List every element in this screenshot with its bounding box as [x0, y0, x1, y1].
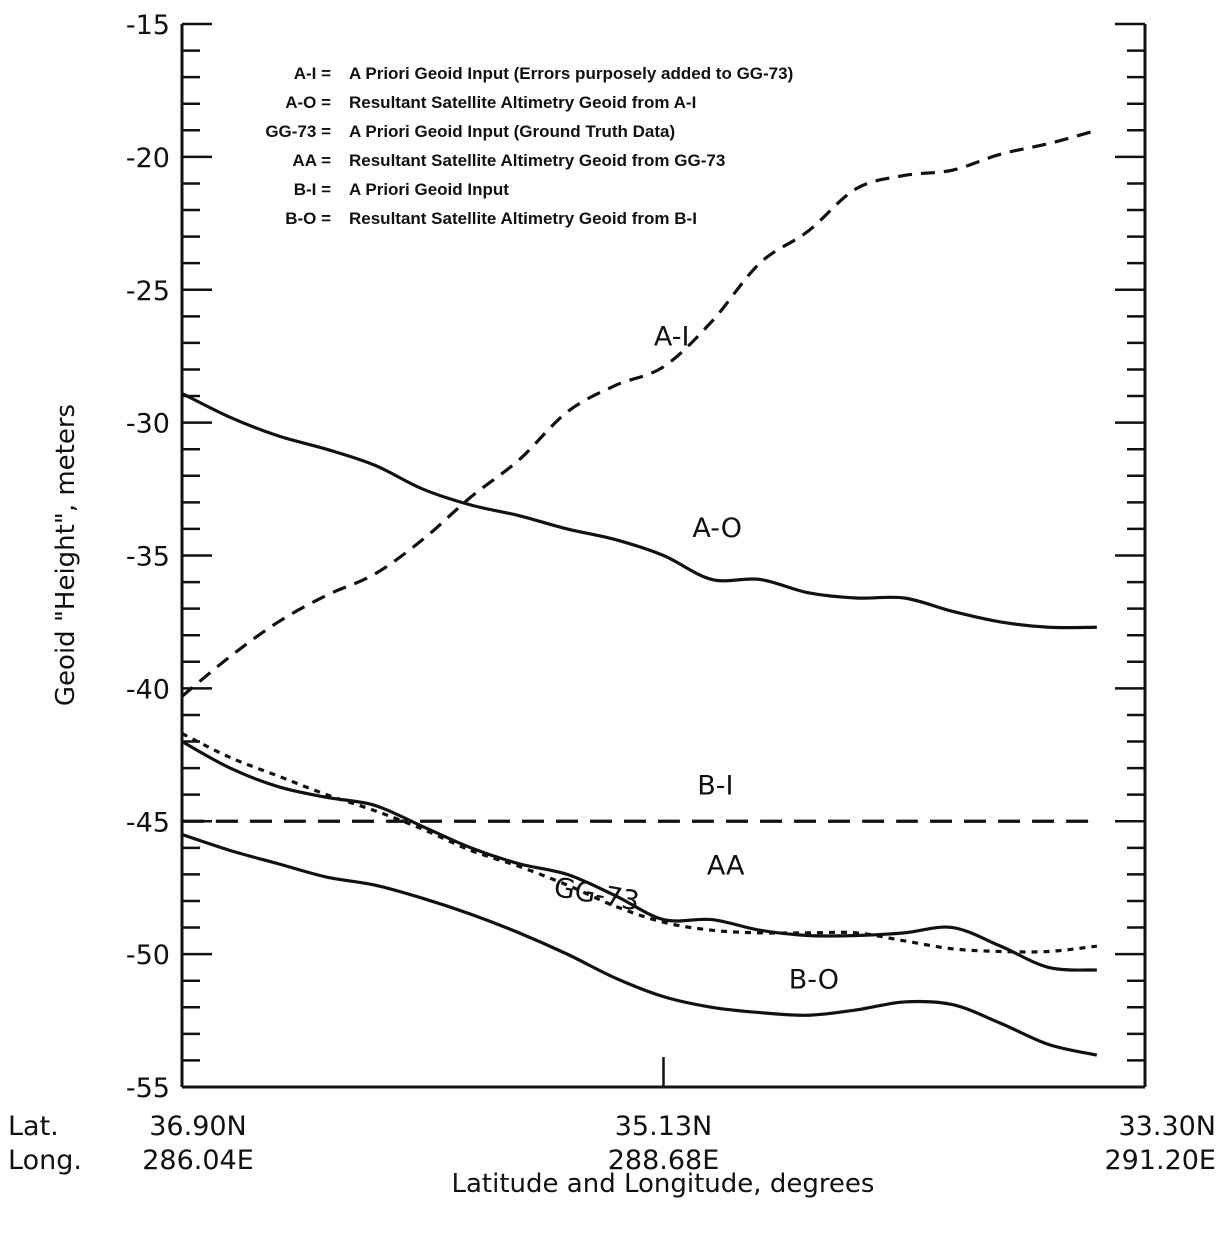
y-tick-label: -30: [126, 409, 170, 440]
x-tick-label-lat: 33.30N: [1119, 1111, 1217, 1142]
x-axis-label: Latitude and Longitude, degrees: [452, 1169, 875, 1199]
long-row-label: Long.: [8, 1145, 82, 1176]
legend-key: GG-73 =: [265, 122, 331, 141]
legend-description: Resultant Satellite Altimetry Geoid from…: [349, 209, 697, 228]
y-tick-label: -35: [126, 542, 170, 573]
legend-key: AA =: [292, 151, 331, 170]
series-label-gg-73: GG-73: [552, 872, 642, 917]
y-axis-label: Geoid "Height", meters: [51, 404, 81, 706]
legend-description: A Priori Geoid Input (Ground Truth Data): [349, 122, 675, 141]
series-line-aa: [181, 740, 1097, 972]
series-label-a-o: A-O: [692, 513, 742, 544]
x-tick-label-long: 286.04E: [142, 1145, 254, 1176]
y-axis-ticks: -15 -20 -25 -30 -35 -40 -45 -50 -55: [126, 10, 1145, 1104]
series-label-b-i: B-I: [697, 771, 733, 802]
x-tick-label-long: 288.68E: [608, 1145, 720, 1176]
y-tick-label: -50: [126, 940, 170, 971]
series-line-a-o: [181, 391, 1097, 630]
y-tick-label: -45: [126, 807, 170, 838]
series-label-aa: AA: [707, 850, 745, 881]
legend-key: A-I =: [294, 64, 331, 83]
series-label-b-o: B-O: [789, 965, 839, 996]
legend-description: A Priori Geoid Input (Errors purposely a…: [349, 64, 793, 83]
x-tick-label-lat: 36.90N: [149, 1111, 247, 1142]
series-labels: A-I A-O GG-73 AA B-I B-O: [552, 322, 839, 996]
legend-key: B-O =: [285, 209, 331, 228]
legend-description: Resultant Satellite Altimetry Geoid from…: [349, 151, 725, 170]
x-tick-label-long: 291.20E: [1104, 1145, 1216, 1176]
series-lines: [180, 128, 1098, 1057]
legend-key: B-I =: [294, 180, 331, 199]
x-tick-label-lat: 35.13N: [615, 1111, 713, 1142]
legend: A-I = A Priori Geoid Input (Errors purpos…: [265, 64, 793, 228]
y-tick-label: -25: [126, 276, 170, 307]
y-tick-label: -40: [126, 674, 170, 705]
y-tick-label: -55: [126, 1073, 170, 1104]
series-line-a-i: [180, 128, 1098, 698]
y-tick-label: -20: [126, 143, 170, 174]
series-line-b-o: [181, 833, 1098, 1057]
legend-description: A Priori Geoid Input: [349, 180, 509, 199]
series-line-gg-73: [181, 732, 1098, 954]
lat-row-label: Lat.: [8, 1111, 59, 1142]
y-tick-label: -15: [126, 10, 170, 41]
legend-description: Resultant Satellite Altimetry Geoid from…: [349, 93, 696, 112]
legend-key: A-O =: [285, 93, 331, 112]
series-label-a-i: A-I: [654, 322, 690, 353]
